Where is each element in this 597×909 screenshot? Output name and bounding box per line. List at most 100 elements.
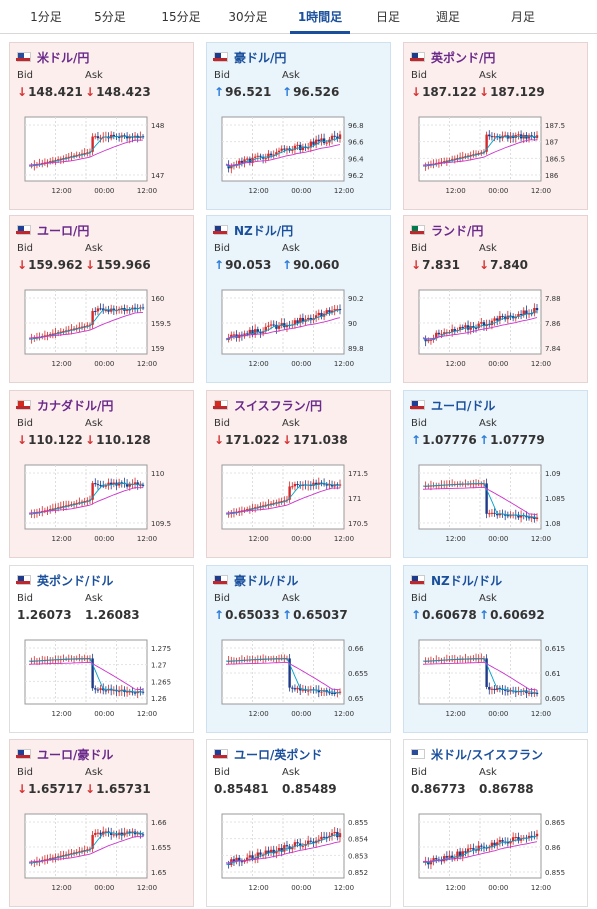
tab-5[interactable]: 日足 [375, 10, 400, 24]
currency-panel[interactable]: ユーロ/ドル Bid Ask ↑1.07776 ↑1.07779 1.09 1.0… [403, 390, 588, 558]
candle-body [296, 687, 299, 690]
pair-name[interactable]: ユーロ/円 [37, 223, 90, 238]
y-tick-label: 171 [348, 495, 361, 503]
y-tick-label: 186 [545, 172, 559, 180]
pair-header[interactable]: カナダドル/円 [16, 396, 114, 414]
candle-body [301, 146, 305, 151]
candle-body [94, 833, 97, 835]
currency-panel[interactable]: 米ドル/円 Bid Ask ↓148.421 ↓148.423 148 147 12… [9, 42, 194, 210]
pair-header[interactable]: 英ポンド/ドル [16, 571, 114, 589]
candle-body [91, 310, 94, 325]
currency-panel[interactable]: 英ポンド/円 Bid Ask ↓187.122 ↓187.129 187.5 18… [403, 42, 588, 210]
price-chart[interactable]: 0.66 0.655 0.65 12:00 00:00 12:00 [214, 634, 384, 724]
candle-body [530, 516, 533, 519]
candle-body [322, 836, 326, 838]
candle-body [283, 845, 286, 852]
currency-panel[interactable]: 豪ドル/ドル Bid Ask ↑0.65033 ↑0.65037 0.66 0.6… [206, 565, 391, 733]
price-chart[interactable]: 160 159.5 159 12:00 00:00 12:00 [17, 284, 187, 374]
pair-header[interactable]: NZドル/ドル [410, 571, 503, 589]
ask-price: ↑1.07779 [479, 433, 545, 447]
candle-body [450, 855, 454, 859]
pair-name[interactable]: 豪ドル/ドル [234, 573, 299, 588]
pair-name[interactable]: ユーロ/豪ドル [37, 747, 114, 762]
pair-header[interactable]: ユーロ/英ポンド [213, 745, 323, 763]
tab-0[interactable]: 1分足 [30, 10, 62, 24]
tab-7[interactable]: 月足 [510, 10, 535, 24]
x-tick-label: 00:00 [291, 710, 311, 718]
candlestick-chart: 96.8 96.6 96.4 96.2 12:00 00:00 12:00 [221, 116, 364, 195]
currency-panel[interactable]: NZドル/ドル Bid Ask ↑0.60678 ↑0.60692 0.615 0… [403, 565, 588, 733]
currency-panel[interactable]: カナダドル/円 Bid Ask ↓110.122 ↓110.128 110 109… [9, 390, 194, 558]
price-chart[interactable]: 1.09 1.085 1.08 12:00 00:00 12:00 [411, 459, 581, 549]
currency-panel[interactable]: ユーロ/豪ドル Bid Ask ↓1.65717 ↓1.65731 1.66 1.… [9, 739, 194, 907]
currency-panel[interactable]: ユーロ/英ポンド Bid Ask 0.85481 0.85489 0.855 0.… [206, 739, 391, 907]
pair-name[interactable]: 米ドル/円 [37, 50, 90, 65]
y-tick-label: 0.66 [348, 645, 364, 653]
price-chart[interactable]: 187.5 187 186.5 186 12:00 00:00 12:00 [411, 111, 581, 201]
price-chart[interactable]: 0.855 0.854 0.853 0.852 12:00 00:00 12:00 [214, 808, 384, 898]
candle-body [56, 332, 60, 334]
pair-header[interactable]: 米ドル/円 [16, 48, 90, 66]
price-chart[interactable]: 171.5 171 170.5 12:00 00:00 12:00 [214, 459, 384, 549]
pair-header[interactable]: スイスフラン/円 [213, 396, 323, 414]
y-tick-label: 159.5 [151, 320, 171, 328]
pair-header[interactable]: ユーロ/円 [16, 221, 90, 239]
currency-panel[interactable]: 英ポンド/ドル Bid Ask 1.26073 1.26083 1.275 1.2… [9, 565, 194, 733]
flag-icon [16, 575, 31, 585]
ma-long-line [28, 836, 144, 863]
candle-body [445, 160, 449, 162]
pair-name[interactable]: 英ポンド/円 [431, 50, 496, 65]
pair-name[interactable]: NZドル/円 [234, 223, 294, 238]
pair-name[interactable]: スイスフラン/円 [234, 398, 323, 413]
price-chart[interactable]: 7.88 7.86 7.84 12:00 00:00 12:00 [411, 284, 581, 374]
pair-header[interactable]: 豪ドル/ドル [213, 571, 299, 589]
bid-label: Bid [17, 767, 33, 778]
pair-name[interactable]: 米ドル/スイスフラン [431, 747, 544, 762]
currency-panel[interactable]: NZドル/円 Bid Ask ↑90.053 ↑90.060 90.2 90 89.… [206, 215, 391, 383]
price-chart[interactable]: 148 147 12:00 00:00 12:00 [17, 111, 187, 201]
pair-header[interactable]: NZドル/円 [213, 221, 294, 239]
currency-panel[interactable]: ランド/円 Bid Ask ↓7.831 ↓7.840 7.88 7.86 7.84… [403, 215, 588, 383]
pair-name[interactable]: 豪ドル/円 [234, 50, 287, 65]
pair-header[interactable]: ユーロ/ドル [410, 396, 496, 414]
tab-2[interactable]: 15分足 [161, 10, 201, 24]
currency-panel[interactable]: 豪ドル/円 Bid Ask ↑96.521 ↑96.526 96.8 96.6 96… [206, 42, 391, 210]
pair-header[interactable]: 豪ドル/円 [213, 48, 287, 66]
pair-name[interactable]: ユーロ/英ポンド [234, 747, 323, 762]
pair-header[interactable]: 英ポンド/円 [410, 48, 496, 66]
candle-body [56, 159, 60, 161]
pair-header[interactable]: ユーロ/豪ドル [16, 745, 114, 763]
price-chart[interactable]: 0.615 0.61 0.605 12:00 00:00 12:00 [411, 634, 581, 724]
pair-header[interactable]: ランド/円 [410, 221, 484, 239]
pair-name[interactable]: NZドル/ドル [431, 573, 503, 588]
pair-header[interactable]: 米ドル/スイスフラン [410, 745, 544, 763]
arrow-down-icon: ↓ [85, 258, 96, 272]
candle-body [96, 484, 100, 486]
currency-panel[interactable]: ユーロ/円 Bid Ask ↓159.962 ↓159.966 160 159.5… [9, 215, 194, 383]
candle-body [112, 134, 116, 137]
price-chart[interactable]: 110 109.5 12:00 00:00 12:00 [17, 459, 187, 549]
price-chart[interactable]: 96.8 96.6 96.4 96.2 12:00 00:00 12:00 [214, 111, 384, 201]
pair-name[interactable]: カナダドル/円 [37, 398, 114, 413]
tab-6[interactable]: 週足 [435, 10, 460, 24]
price-chart[interactable]: 1.275 1.27 1.265 1.26 12:00 00:00 12:00 [17, 634, 187, 724]
ma-long-line [422, 139, 538, 166]
pair-name[interactable]: ユーロ/ドル [431, 398, 496, 413]
pair-name[interactable]: ランド/円 [431, 223, 484, 238]
currency-panel[interactable]: スイスフラン/円 Bid Ask ↓171.022 ↓171.038 171.5… [206, 390, 391, 558]
price-chart[interactable]: 0.865 0.86 0.855 12:00 00:00 12:00 [411, 808, 581, 898]
tab-1[interactable]: 5分足 [94, 10, 126, 24]
candle-body [70, 329, 73, 331]
candle-body [59, 331, 63, 333]
ma-long-line [28, 487, 144, 514]
pair-name[interactable]: 英ポンド/ドル [37, 573, 114, 588]
x-tick-label: 00:00 [94, 360, 114, 368]
tab-3[interactable]: 30分足 [228, 10, 268, 24]
x-tick-label: 12:00 [446, 360, 466, 368]
tab-4[interactable]: 1時間足 [290, 0, 350, 34]
price-chart[interactable]: 1.66 1.655 1.65 12:00 00:00 12:00 [17, 808, 187, 898]
candle-body [503, 135, 507, 137]
currency-panel[interactable]: 米ドル/スイスフラン Bid Ask 0.86773 0.86788 0.865… [403, 739, 588, 907]
candle-body [485, 658, 488, 688]
price-chart[interactable]: 90.2 90 89.8 12:00 00:00 12:00 [214, 284, 384, 374]
